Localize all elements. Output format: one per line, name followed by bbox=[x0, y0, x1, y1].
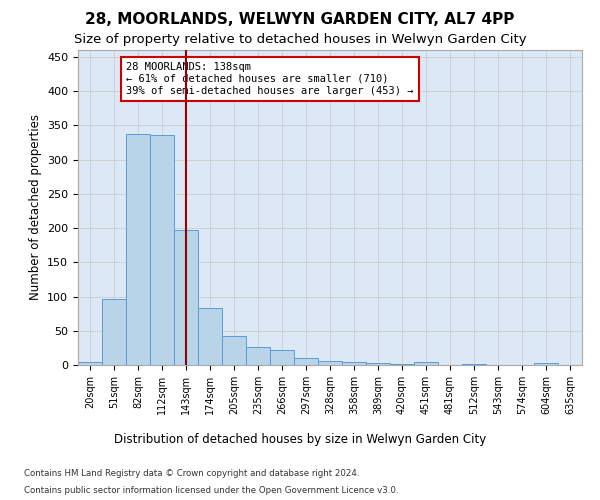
Bar bbox=[342, 362, 366, 365]
Bar bbox=[270, 350, 294, 365]
Bar bbox=[150, 135, 174, 365]
Text: Contains public sector information licensed under the Open Government Licence v3: Contains public sector information licen… bbox=[24, 486, 398, 495]
Bar bbox=[222, 336, 246, 365]
Bar bbox=[318, 361, 342, 365]
Text: Distribution of detached houses by size in Welwyn Garden City: Distribution of detached houses by size … bbox=[114, 432, 486, 446]
Bar bbox=[126, 134, 150, 365]
Y-axis label: Number of detached properties: Number of detached properties bbox=[29, 114, 41, 300]
Bar bbox=[102, 298, 126, 365]
Bar bbox=[390, 364, 414, 365]
Bar bbox=[294, 358, 318, 365]
Bar bbox=[198, 308, 222, 365]
Text: 28 MOORLANDS: 138sqm
← 61% of detached houses are smaller (710)
39% of semi-deta: 28 MOORLANDS: 138sqm ← 61% of detached h… bbox=[126, 62, 413, 96]
Bar bbox=[366, 363, 390, 365]
Bar bbox=[534, 363, 558, 365]
Bar bbox=[246, 347, 270, 365]
Text: 28, MOORLANDS, WELWYN GARDEN CITY, AL7 4PP: 28, MOORLANDS, WELWYN GARDEN CITY, AL7 4… bbox=[85, 12, 515, 28]
Bar bbox=[78, 362, 102, 365]
Bar bbox=[174, 230, 198, 365]
Text: Contains HM Land Registry data © Crown copyright and database right 2024.: Contains HM Land Registry data © Crown c… bbox=[24, 468, 359, 477]
Bar bbox=[462, 364, 486, 365]
Bar bbox=[414, 362, 438, 365]
Text: Size of property relative to detached houses in Welwyn Garden City: Size of property relative to detached ho… bbox=[74, 32, 526, 46]
